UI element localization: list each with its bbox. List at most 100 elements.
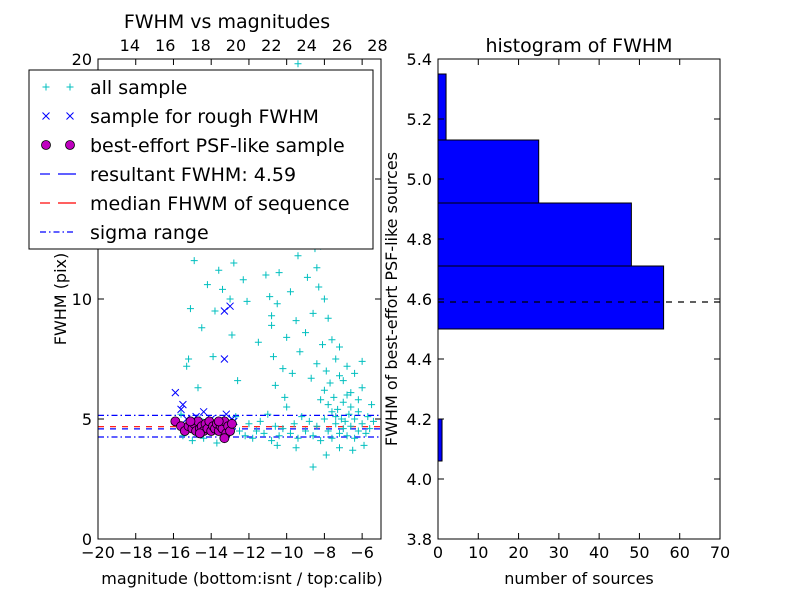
scatter-top-x-tick-label: 18 <box>190 36 210 55</box>
point-s0-79 <box>269 353 277 361</box>
legend-entry: sample for rough FWHM <box>42 106 319 128</box>
point-s0-108 <box>324 401 332 409</box>
scatter-x-tick-label: −8 <box>313 543 337 562</box>
point-s0-47 <box>279 425 287 433</box>
point-s0-44 <box>268 437 276 445</box>
histogram-y-tick-label: 4.8 <box>407 230 432 249</box>
point-s0-13 <box>211 307 219 315</box>
point-s0-58 <box>320 415 328 423</box>
point-s0-149 <box>332 355 340 363</box>
legend-marker <box>41 140 51 150</box>
histogram-x-tick-label: 60 <box>670 543 690 562</box>
point-s0-81 <box>273 300 281 308</box>
point-s0-111 <box>330 393 338 401</box>
point-s0-55 <box>309 432 317 440</box>
point-s0-43 <box>264 410 272 418</box>
point-s0-104 <box>317 396 325 404</box>
legend-entry: sigma range <box>40 222 209 244</box>
point-s0-46 <box>275 432 283 440</box>
point-s2-25 <box>227 418 237 429</box>
scatter-top-x-ticks: 14 16 18 20 22 24 26 28 <box>120 36 388 55</box>
legend-marker <box>42 112 50 120</box>
point-s0-80 <box>271 381 279 389</box>
point-s0-76 <box>292 444 300 452</box>
point-s0-114 <box>335 372 343 380</box>
point-s0-85 <box>281 393 289 401</box>
point-s0-112 <box>332 413 340 421</box>
legend-entry: median FHWM of sequence <box>40 193 350 215</box>
point-s1-1 <box>177 405 185 414</box>
legend: all sample sample for rough FWHM best-effo… <box>28 69 374 250</box>
point-s0-109 <box>326 379 334 387</box>
point-s0-117 <box>341 417 349 425</box>
point-s0-91 <box>292 317 300 325</box>
point-s0-10 <box>203 281 211 289</box>
point-s0-152 <box>343 362 351 370</box>
point-s0-125 <box>368 401 376 409</box>
point-s0-17 <box>226 295 234 303</box>
point-s0-36 <box>236 427 243 435</box>
point-s0-103 <box>315 283 323 291</box>
point-s0-115 <box>337 415 345 423</box>
point-s0-99 <box>307 374 315 382</box>
legend-entry: all sample <box>42 77 187 99</box>
scatter-top-x-tick-label: 28 <box>367 36 387 55</box>
legend-label: sample for rough FWHM <box>90 106 319 128</box>
point-s0-31 <box>188 437 196 445</box>
point-s0-110 <box>328 408 336 416</box>
point-s0-77 <box>273 441 281 449</box>
point-s0-155 <box>354 396 362 404</box>
point-s0-151 <box>339 377 347 385</box>
scatter-y-tick-label: 0 <box>82 530 92 549</box>
point-s2-28 <box>185 416 196 427</box>
histogram-x-tick-label: 10 <box>468 543 488 562</box>
point-s0-96 <box>302 329 310 337</box>
point-s2-29 <box>213 416 224 427</box>
point-s0-121 <box>351 415 359 423</box>
point-s0-18 <box>228 331 236 339</box>
point-s0-42 <box>260 429 268 437</box>
point-s0-106 <box>320 386 328 394</box>
point-s0-3 <box>185 355 193 363</box>
point-s0-73 <box>335 444 343 452</box>
point-s0-107 <box>322 367 330 375</box>
point-s0-7 <box>194 384 202 392</box>
histogram-x-tick-label: 40 <box>589 543 609 562</box>
point-s0-102 <box>313 360 321 368</box>
point-s0-39 <box>249 434 257 442</box>
point-s0-48 <box>283 403 291 411</box>
scatter-top-x-tick-label: 16 <box>155 36 175 55</box>
point-s0-68 <box>358 420 366 428</box>
point-s0-74 <box>349 446 357 454</box>
scatter-top-x-tick-label: 24 <box>297 36 317 55</box>
point-s0-41 <box>256 417 264 425</box>
histogram-y-tick-label: 4.4 <box>407 350 432 369</box>
histogram-panel: histogram of FWHM 0 10 20 30 40 50 60 70 3.8 4.0… <box>382 35 730 588</box>
histogram-bar <box>437 265 665 330</box>
scatter-x-tick-label: −6 <box>350 543 374 562</box>
point-s0-53 <box>302 427 310 435</box>
point-s0-24 <box>254 338 262 346</box>
point-s0-82 <box>275 269 283 277</box>
histogram-x-tick-label: 70 <box>710 543 730 562</box>
point-s0-120 <box>347 403 355 411</box>
point-s0-63 <box>339 425 347 433</box>
point-s0-97 <box>303 273 311 281</box>
point-s0-51 <box>294 434 302 442</box>
point-s0-153 <box>347 389 355 397</box>
legend-label: median FHWM of sequence <box>90 193 350 215</box>
legend-box <box>28 69 374 250</box>
scatter-x-tick-label: −18 <box>119 543 153 562</box>
point-s0-62 <box>335 429 343 437</box>
point-s0-146 <box>320 295 328 303</box>
point-s0-12 <box>209 353 217 361</box>
point-s1-6 <box>220 355 229 363</box>
point-s1-3 <box>179 400 187 409</box>
point-s1-0 <box>171 388 180 397</box>
histogram-y-tick-label: 4.6 <box>407 290 432 309</box>
point-s0-27 <box>266 293 274 301</box>
scatter-y-tick-label: 5 <box>82 410 92 429</box>
point-s0-1 <box>177 410 185 418</box>
legend-marker <box>66 112 74 120</box>
